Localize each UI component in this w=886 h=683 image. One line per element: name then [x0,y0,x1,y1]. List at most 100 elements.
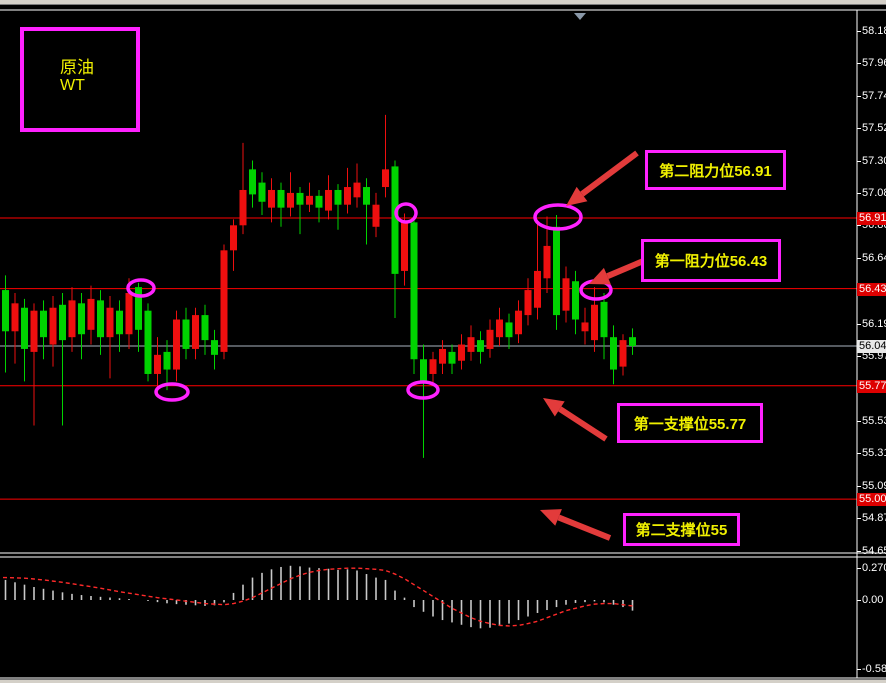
candle-body [334,189,342,205]
candle-body [230,225,237,251]
circle-low-5577-mid[interactable] [406,380,440,400]
macd-signal-line [0,567,633,627]
price-tick-label: 57.96 [862,57,886,69]
candle-body [296,192,304,205]
price-tick-mark [857,258,861,259]
price-tick-mark [857,486,861,487]
symbol-name: 原油 [60,58,94,77]
candle-body [325,189,332,211]
candle-body [163,351,171,370]
candle-body [477,340,484,352]
candle-body [306,195,313,205]
arrow-to-resistance2-head[interactable] [566,186,588,206]
candle-body [401,220,408,271]
candle-body [11,303,19,332]
price-tick-label: 55.97 [862,350,886,362]
candle-body [59,304,66,341]
candle-body [372,204,380,227]
candle-body [78,303,85,335]
annotation-support1-label: 第一支撑位55.77 [633,415,747,433]
arrow-to-resistance2-shaft[interactable] [580,150,639,197]
arrow-to-support2-head[interactable] [540,509,562,526]
arrow-to-resistance1-head[interactable] [589,267,611,285]
annotation-support2-label: 第二支撑位55 [635,522,728,539]
candle-body [410,222,418,360]
macd-tick-mark [857,669,861,671]
symbol-code: WT [60,77,85,94]
annotation-resistance2-label: 第二阻力位56.91 [659,162,772,180]
candle-body [144,310,152,374]
candle-body [268,189,275,208]
candle-body [382,169,389,188]
window-top-strip [0,0,886,5]
candle-body [420,359,427,382]
price-tick-label: 58.18 [862,25,886,37]
price-tick-mark [857,31,861,32]
price-tick-mark [857,518,861,519]
candle-body [619,340,627,367]
candle-body [429,359,437,374]
candle-body [553,226,560,316]
macd-tick-label: -0.585 [862,663,886,675]
candle-body [391,166,399,274]
price-badge-56.04: 56.04 [857,340,886,353]
arrow-to-support1-shaft[interactable] [558,406,608,442]
candle-body [21,307,28,349]
candle-body [211,340,218,355]
annotation-support1-box[interactable]: 第一支撑位55.77 [617,403,763,443]
macd-tick-mark [857,568,861,570]
candle-body [220,250,228,352]
price-tick-mark [857,421,861,422]
candle-body [2,290,9,332]
candle-body [505,322,513,338]
arrow-to-support2-shaft[interactable] [557,514,612,541]
price-badge-55.00: 55.00 [857,493,886,506]
candle-body [68,300,76,338]
price-badge-56.43: 56.43 [857,283,886,296]
price-tick-label: 55.53 [862,415,886,427]
candle-body [467,337,475,352]
price-tick-label: 54.65 [862,545,886,557]
window-bottom-strip [0,679,886,683]
candle-body [363,187,370,205]
candle-body [353,182,361,198]
circle-high-5643[interactable] [126,278,156,298]
candle-body [439,348,446,364]
candle-body [239,189,247,226]
arrow-to-support1-head[interactable] [543,398,565,417]
annotation-support2-box[interactable]: 第二支撑位55 [623,513,740,546]
macd-tick-label: 0.00 [862,594,884,606]
price-tick-label: 55.31 [862,447,886,459]
candle-body [106,307,114,338]
price-tick-mark [857,453,861,454]
scroll-position-triangle-icon[interactable] [574,13,586,20]
candle-body [249,169,256,195]
candle-body [515,310,522,335]
price-tick-label: 54.87 [862,512,886,524]
circle-touch-5691-small[interactable] [394,202,418,224]
candle-body [543,245,551,279]
candle-body [572,281,579,320]
price-tick-mark [857,161,861,162]
candle-body [315,195,323,208]
price-tick-mark [857,128,861,129]
price-tick-mark [857,96,861,97]
candle-body [258,182,266,202]
candle-body [591,304,598,341]
circle-peak-5691-big[interactable] [533,203,583,231]
candle-body [562,278,570,311]
candle-body [116,310,123,335]
annotation-resistance1-box[interactable]: 第一阻力位56.43 [641,239,781,282]
annotation-resistance2-box[interactable]: 第二阻力位56.91 [645,150,786,190]
symbol-label-box[interactable]: 原油 WT [20,27,140,132]
circle-low-5577-left[interactable] [154,382,190,402]
price-tick-mark [857,63,861,64]
price-tick-mark [857,356,861,357]
candle-body [173,319,180,370]
price-tick-mark [857,324,861,325]
candle-body [192,315,199,349]
candle-body [154,354,161,374]
candle-body [486,329,494,349]
candle-body [344,187,351,205]
